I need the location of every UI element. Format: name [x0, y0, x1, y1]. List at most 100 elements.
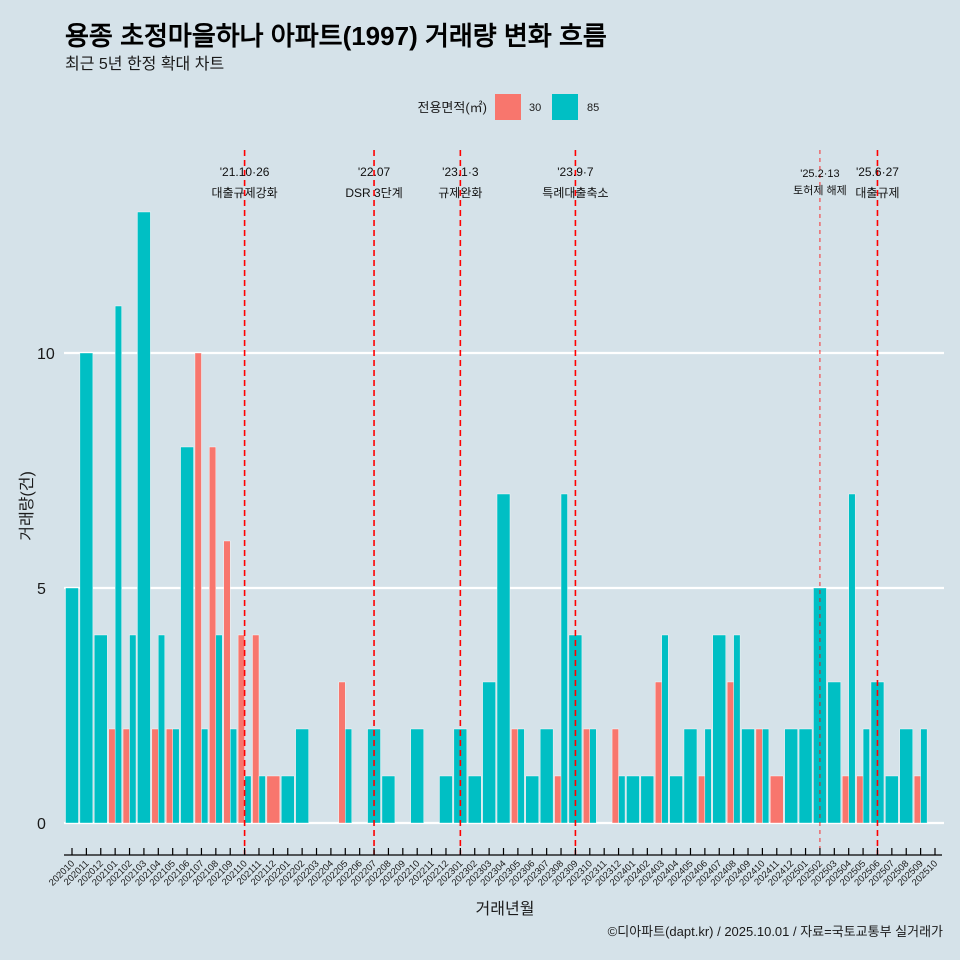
- bar-85-202307: [539, 728, 554, 824]
- bar-85-202505: [862, 728, 870, 824]
- bar-85-202012: [94, 634, 108, 824]
- bar-85-202402: [640, 775, 655, 824]
- legend-swatch-85: [552, 94, 578, 120]
- chart-title: 용종 초정마을하나 아파트(1997) 거래량 변화 흐름: [65, 21, 607, 51]
- bar-85-202011: [79, 352, 94, 824]
- bar-85-202504: [848, 493, 856, 824]
- bar-85-202404: [669, 775, 683, 824]
- bar-85-202210: [410, 728, 424, 824]
- bar-85-202106: [180, 446, 194, 824]
- bar-30-202112: [266, 775, 281, 824]
- bar-30-202403: [655, 681, 662, 824]
- bar-85-202406: [704, 728, 712, 824]
- event-lines: '21.10·26 대출규제강화 '22.07 DSR 3단계 '23.1·3 규제완화 '…: [211, 150, 900, 855]
- chart-subtitle: 최근 5년 한정 확대 차트: [65, 55, 224, 73]
- legend-swatch-30: [495, 94, 521, 120]
- legend-label-30: 30: [529, 102, 541, 114]
- x-axis-title: 거래년월: [476, 900, 535, 918]
- bar-85-202405: [683, 728, 698, 824]
- bar-85-202304: [496, 493, 511, 824]
- bar-30-202509: [913, 775, 921, 824]
- bar-85-202305: [517, 728, 525, 824]
- bar-30-202105: [166, 728, 173, 824]
- bar-85-202507: [885, 775, 899, 824]
- bar-85-202503: [827, 681, 841, 824]
- bar-30-202310: [583, 728, 591, 824]
- bar-85-202201: [281, 775, 295, 824]
- bar-85-202010: [65, 587, 79, 824]
- event-label-202502: 토허제 해제: [793, 183, 847, 197]
- event-label-202207: DSR 3단계: [345, 186, 402, 200]
- bar-85-202110: [244, 775, 252, 824]
- event-date-202110: '21.10·26: [220, 165, 270, 179]
- bar-85-202308: [560, 493, 568, 824]
- bar-85-202302: [468, 775, 482, 824]
- bar-85-202101: [114, 305, 122, 824]
- bar-30-202312: [611, 728, 619, 824]
- legend: 전용면적(㎡) 30 85: [418, 94, 599, 120]
- bar-30-202205: [338, 681, 346, 824]
- bar-85-202208: [381, 775, 396, 824]
- event-date-202309: '23.9·7: [557, 165, 594, 179]
- event-date-202506: '25.6·27: [856, 165, 899, 179]
- bar-30-202308: [554, 775, 562, 824]
- event-label-202506: 대출규제: [855, 186, 899, 200]
- y-tick-label-5: 5: [37, 581, 46, 598]
- bar-85-202407: [712, 634, 726, 824]
- bar-30-202406: [698, 775, 706, 824]
- bar-85-202509: [920, 728, 928, 824]
- bar-85-202202: [295, 728, 309, 824]
- bar-85-202107: [201, 728, 209, 824]
- bar-85-202501: [798, 728, 813, 824]
- y-tick-label-10: 10: [37, 346, 55, 363]
- y-axis: 0 5 10: [37, 346, 55, 833]
- bars: [65, 211, 928, 824]
- legend-label-85: 85: [587, 102, 599, 114]
- legend-title: 전용면적(㎡): [418, 100, 488, 115]
- event-date-202301: '23.1·3: [442, 165, 479, 179]
- bar-30-202505: [856, 775, 864, 824]
- bar-30-202410: [755, 728, 763, 824]
- event-date-202207: '22.07: [358, 165, 391, 179]
- bar-30-202108: [209, 446, 217, 824]
- bar-85-202310: [589, 728, 597, 824]
- bar-30-202111: [252, 634, 260, 824]
- bar-85-202306: [525, 775, 539, 824]
- y-axis-title: 거래량(건): [18, 471, 36, 541]
- bar-85-202312: [618, 775, 626, 824]
- caption: ©디아파트(dapt.kr) / 2025.10.01 / 자료=국토교통부 실…: [608, 924, 943, 939]
- bar-85-202412: [784, 728, 798, 824]
- event-label-202309: 특례대출축소: [542, 186, 608, 200]
- bar-85-202212: [439, 775, 453, 824]
- bar-85-202108: [215, 634, 223, 824]
- bar-85-202111: [258, 775, 266, 824]
- event-date-202502: '25.2·13: [800, 168, 839, 180]
- bar-30-202305: [511, 728, 519, 824]
- bar-85-202508: [899, 728, 913, 824]
- bar-30-202101: [108, 728, 116, 824]
- bar-85-202303: [482, 681, 496, 824]
- bar-85-202105: [172, 728, 180, 824]
- bar-30-202408: [726, 681, 734, 824]
- bar-30-202504: [842, 775, 849, 824]
- bar-30-202107: [194, 352, 202, 824]
- bar-85-202403: [661, 634, 669, 824]
- bar-30-202109: [223, 540, 231, 824]
- bar-30-202110: [237, 634, 245, 824]
- bar-85-202109: [230, 728, 237, 824]
- bar-85-202410: [762, 728, 770, 824]
- bar-85-202104: [158, 634, 165, 824]
- bar-85-202103: [137, 211, 151, 824]
- bar-85-202205: [345, 728, 352, 824]
- bar-30-202102: [122, 728, 130, 824]
- event-label-202110: 대출규제강화: [211, 186, 277, 200]
- bar-85-202408: [733, 634, 741, 824]
- bar-85-202102: [129, 634, 137, 824]
- y-tick-label-0: 0: [37, 816, 46, 833]
- bar-85-202409: [741, 728, 755, 824]
- bar-30-202104: [151, 728, 159, 824]
- bar-30-202411: [770, 775, 784, 824]
- bar-85-202401: [626, 775, 640, 824]
